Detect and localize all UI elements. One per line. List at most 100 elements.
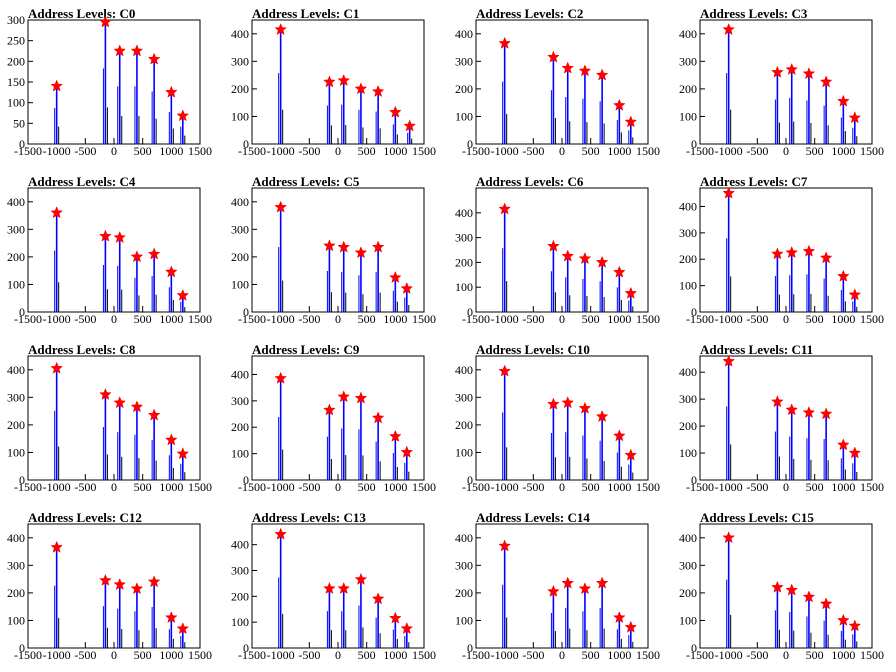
chart-title: Address Levels: C11 xyxy=(700,342,814,357)
x-tick-label: 0 xyxy=(559,144,565,158)
y-tick-label: 300 xyxy=(231,564,249,578)
histogram-plot: 0 100 200 300 400 -1500 -1000 -500 0 500 1000 1500 xyxy=(455,187,660,326)
histogram-panel: Address Levels: C6 0 100 200 300 400 -1500 -100… xyxy=(448,168,672,336)
plot-frame xyxy=(27,19,201,145)
histogram-panel: Address Levels: C1 0 100 200 300 400 -1500 -100… xyxy=(224,0,448,168)
x-tick-label: -1500 xyxy=(462,648,490,662)
y-tick-label: 0 xyxy=(467,137,473,151)
chart-title: Address Levels: C7 xyxy=(700,174,808,189)
y-tick-label: 400 xyxy=(455,363,473,377)
x-tick-label: 500 xyxy=(582,144,600,158)
histogram-plot: 0 100 200 300 400 -1500 -1000 -500 0 500 1000 1500 xyxy=(7,523,212,662)
x-tick-label: 0 xyxy=(111,144,117,158)
x-tick-label: 500 xyxy=(806,648,824,662)
peak-marker xyxy=(164,611,178,624)
peak-marker xyxy=(400,281,414,294)
y-tick-label: 0 xyxy=(691,641,697,655)
peak-marker xyxy=(802,590,816,603)
peak-marker xyxy=(274,22,288,36)
x-tick-label: -1500 xyxy=(686,144,714,158)
x-tick-label: 1000 xyxy=(159,144,183,158)
x-tick-label: 1000 xyxy=(831,144,855,158)
peak-marker xyxy=(771,247,784,260)
histogram-panel: Address Levels: C15 0 100 200 300 400 -1500 -10… xyxy=(672,504,896,672)
histogram-plot: 0 100 200 300 400 -1500 -1000 -500 0 500 1000 1500 xyxy=(455,523,660,662)
y-tick-label: 300 xyxy=(455,54,473,68)
x-tick-label: 500 xyxy=(134,480,152,494)
peak-marker xyxy=(130,44,144,57)
y-tick-label: 100 xyxy=(679,613,697,627)
plot-frame xyxy=(475,19,649,145)
chart-title: Address Levels: C5 xyxy=(252,174,360,189)
x-tick-label: 0 xyxy=(783,144,789,158)
x-tick-label: 0 xyxy=(111,480,117,494)
peak-marker xyxy=(99,387,112,400)
peak-marker xyxy=(176,109,190,122)
histogram-plot: 0 100 200 300 400 -1500 -1000 -500 0 500 1000 1500 xyxy=(231,19,436,158)
histogram-panel: Address Levels: C7 0 100 200 300 400 -1500 -100… xyxy=(672,168,896,336)
peak-marker xyxy=(578,64,592,77)
peak-marker xyxy=(578,582,592,595)
peak-marker xyxy=(354,391,368,404)
y-tick-label: 0 xyxy=(19,137,25,151)
y-tick-label: 400 xyxy=(231,538,249,552)
peak-marker xyxy=(595,576,609,589)
x-tick-label: 500 xyxy=(582,480,600,494)
x-tick-label: 1000 xyxy=(383,480,407,494)
chart-title: Address Levels: C1 xyxy=(252,6,360,21)
x-tick-label: -1500 xyxy=(462,144,490,158)
y-tick-label: 0 xyxy=(467,641,473,655)
x-tick-label: 1000 xyxy=(159,312,183,326)
x-tick-label: 1000 xyxy=(831,480,855,494)
chart-title: Address Levels: C0 xyxy=(28,6,136,21)
y-tick-label: 200 xyxy=(231,420,249,434)
x-tick-label: 1500 xyxy=(636,312,660,326)
x-tick-label: 1000 xyxy=(383,144,407,158)
y-tick-label: 200 xyxy=(455,586,473,600)
peak-marker xyxy=(785,403,799,416)
plot-frame xyxy=(27,355,201,481)
x-tick-label: 1500 xyxy=(412,312,436,326)
chart-title: Address Levels: C13 xyxy=(252,510,366,525)
peak-marker xyxy=(771,395,784,408)
y-tick-label: 300 xyxy=(7,13,25,27)
plot-frame xyxy=(27,187,201,313)
histogram-plot: 0 100 200 300 400 -1500 -1000 -500 0 500 1000 1500 xyxy=(679,186,884,326)
histogram-panel: Address Levels: C8 0 100 200 300 400 -1500 -100… xyxy=(0,336,224,504)
y-tick-label: 300 xyxy=(679,558,697,572)
x-tick-label: 0 xyxy=(335,312,341,326)
y-tick-label: 300 xyxy=(455,390,473,404)
y-tick-label: 200 xyxy=(7,250,25,264)
x-tick-label: -1500 xyxy=(14,648,42,662)
peak-marker xyxy=(848,111,862,124)
x-tick-label: 0 xyxy=(335,144,341,158)
plot-frame xyxy=(251,523,425,649)
peak-marker xyxy=(99,15,112,28)
y-tick-label: 100 xyxy=(679,279,697,293)
x-tick-label: -500 xyxy=(522,312,544,326)
y-tick-label: 0 xyxy=(243,305,249,319)
plot-frame xyxy=(251,19,425,145)
chart-title: Address Levels: C10 xyxy=(476,342,590,357)
x-tick-label: 1500 xyxy=(860,648,884,662)
x-tick-label: -1500 xyxy=(238,480,266,494)
x-tick-label: 1500 xyxy=(860,312,884,326)
y-tick-label: 400 xyxy=(231,27,249,41)
x-tick-label: -1000 xyxy=(491,144,519,158)
x-tick-label: 500 xyxy=(582,648,600,662)
x-tick-label: -500 xyxy=(298,480,320,494)
peak-marker xyxy=(130,582,144,595)
x-tick-label: 500 xyxy=(358,144,376,158)
peak-marker xyxy=(164,265,178,278)
y-tick-label: 200 xyxy=(455,418,473,432)
peak-marker xyxy=(595,409,609,423)
x-tick-label: 0 xyxy=(111,648,117,662)
histogram-plot: 0 100 200 300 400 -1500 -1000 -500 0 500 1000 1500 xyxy=(679,354,884,494)
x-tick-label: 1500 xyxy=(188,312,212,326)
y-tick-label: 200 xyxy=(679,252,697,266)
peak-marker xyxy=(624,448,638,461)
peak-marker xyxy=(624,115,638,128)
y-tick-label: 100 xyxy=(7,96,25,110)
peak-marker xyxy=(722,22,736,36)
x-tick-label: -1500 xyxy=(14,144,42,158)
